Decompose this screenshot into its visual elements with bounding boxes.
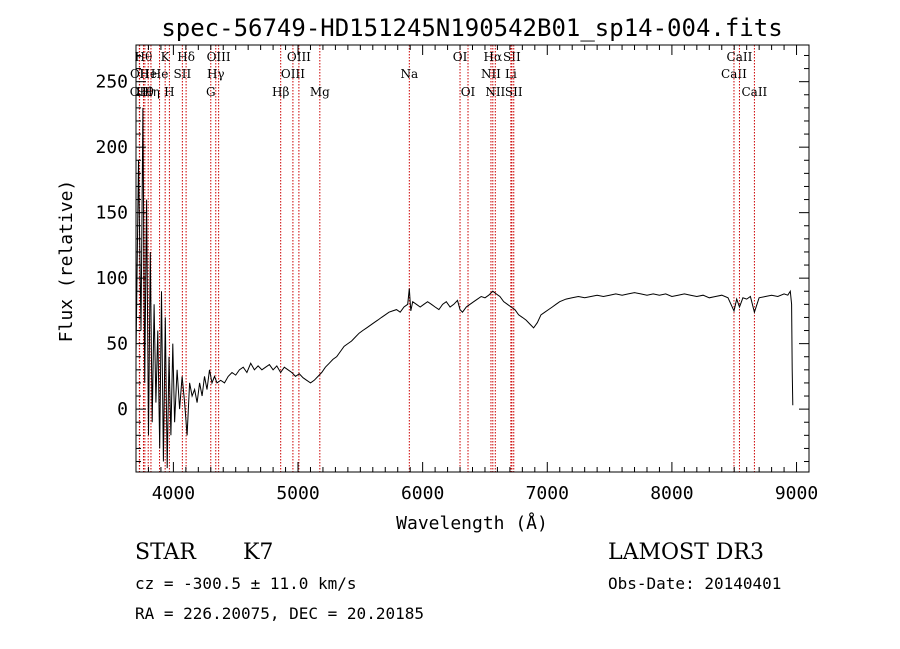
obs-date: Obs-Date: 20140401 — [608, 574, 781, 593]
y-axis-label: Flux (relative) — [56, 180, 77, 343]
redshift-velocity: cz = -300.5 ± 11.0 km/s — [135, 574, 357, 593]
spectral-line-label: Hγ — [207, 67, 225, 81]
object-subclass: K7 — [243, 540, 273, 565]
spectral-line-label: NII — [481, 67, 501, 81]
chart-title: spec-56749-HD151245N190542B01_sp14-004.f… — [161, 14, 782, 42]
spectrum-line — [135, 107, 794, 469]
spectral-line-label: Hθ — [135, 50, 153, 64]
spectral-line-label: Hδ — [177, 50, 195, 64]
spectral-line-label: CaII — [727, 50, 753, 64]
spectral-line-label: Hη — [142, 85, 160, 99]
spectral-line-markers: OIIOIIHθHθHeHηHeKHSIIHδGHγOIIIHβOIIIOIII… — [130, 45, 768, 472]
x-tick-label: 9000 — [775, 483, 818, 504]
spectral-line-label: Hα — [484, 50, 503, 64]
spectral-line-label: OIII — [287, 50, 311, 64]
axis-ticks: 4000 5000 6000 7000 8000 9000 0 50 100 150 200 250 — [95, 45, 818, 504]
spectral-line-label: OI — [453, 50, 468, 64]
spectral-line-label: He — [151, 67, 169, 81]
y-tick-label: 150 — [95, 203, 128, 224]
y-tick-label: 50 — [106, 334, 128, 355]
spectral-line-label: He — [139, 67, 157, 81]
spectral-line-label: CaII — [721, 67, 747, 81]
spectral-line-label: CaII — [741, 85, 767, 99]
x-tick-label: 8000 — [650, 483, 693, 504]
object-class: STAR — [135, 540, 197, 565]
spectral-line-label: OIII — [207, 50, 231, 64]
x-tick-label: 6000 — [401, 483, 444, 504]
spectral-line-label: Li — [505, 67, 517, 81]
plot-frame — [135, 44, 810, 473]
spectral-line-label: Mg — [310, 85, 330, 99]
y-tick-label: 0 — [117, 399, 128, 420]
spectral-line-label: Hβ — [272, 85, 289, 99]
spectral-line-label: NII — [485, 85, 505, 99]
spectral-line-label: Hθ — [136, 85, 154, 99]
x-tick-label: 4000 — [152, 483, 195, 504]
spectral-line-label: H — [164, 85, 174, 99]
y-tick-label: 200 — [95, 137, 128, 158]
x-tick-label: 7000 — [526, 483, 569, 504]
spectral-line-label: OIII — [281, 67, 305, 81]
y-tick-label: 100 — [95, 268, 128, 289]
y-tick-label: 250 — [95, 72, 128, 93]
spectral-line-label: Na — [400, 67, 418, 81]
spectral-line-label: SII — [503, 50, 521, 64]
spectral-line-label: SII — [174, 67, 192, 81]
coordinates: RA = 226.20075, DEC = 20.20185 — [135, 604, 424, 623]
spectral-line-label: G — [206, 85, 216, 99]
survey-name: LAMOST DR3 — [608, 540, 764, 565]
x-tick-label: 5000 — [276, 483, 319, 504]
spectral-line-label: SII — [505, 85, 523, 99]
spectral-line-label: OI — [461, 85, 476, 99]
spectral-line-label: K — [161, 50, 171, 64]
x-axis-label: Wavelength (Å) — [396, 512, 548, 534]
